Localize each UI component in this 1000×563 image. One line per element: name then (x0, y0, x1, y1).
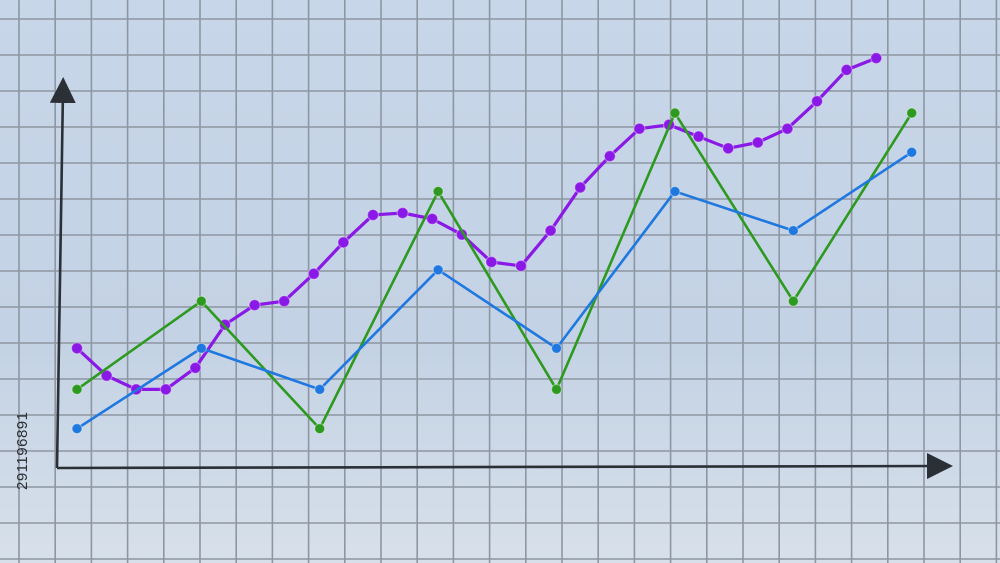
series-line (76, 151, 913, 430)
data-point (544, 224, 557, 237)
data-point (71, 423, 83, 435)
axes (49, 77, 953, 480)
data-point (195, 342, 207, 354)
data-point (314, 383, 326, 395)
data-point (787, 295, 799, 307)
data-point (70, 342, 84, 355)
data-point (307, 267, 320, 280)
data-point (100, 369, 113, 382)
series-1 (71, 107, 918, 435)
data-point (432, 185, 444, 198)
data-point (603, 150, 616, 163)
data-point (485, 255, 498, 269)
data-point (432, 264, 444, 276)
stock-id-text: 291196891 (14, 411, 31, 490)
data-point (337, 236, 350, 249)
data-point (278, 295, 291, 308)
data-point (514, 259, 528, 273)
series-2 (71, 146, 918, 435)
data-point (314, 423, 326, 435)
data-point (195, 295, 207, 307)
data-point (71, 383, 83, 395)
data-point (906, 146, 918, 158)
x-axis (56, 453, 953, 480)
data-point (669, 107, 681, 119)
y-axis (49, 77, 76, 469)
series-0 (70, 52, 883, 396)
data-point (366, 208, 380, 222)
data-point (426, 212, 439, 225)
data-point (396, 206, 409, 220)
data-point (810, 95, 824, 108)
series-line (75, 56, 877, 391)
series-line (76, 111, 913, 430)
data-point (633, 122, 646, 135)
data-point (159, 383, 172, 396)
data-point (574, 181, 587, 194)
data-point (751, 136, 764, 149)
data-point (669, 185, 681, 198)
data-point (550, 383, 563, 395)
series-layer (70, 52, 918, 435)
data-point (692, 130, 705, 143)
data-point (787, 225, 799, 237)
data-point (906, 107, 918, 119)
data-point (248, 299, 261, 312)
data-point (870, 52, 883, 65)
data-point (722, 142, 735, 155)
data-point (840, 63, 853, 77)
data-point (781, 122, 794, 135)
data-point (189, 361, 202, 374)
data-point (550, 342, 563, 354)
